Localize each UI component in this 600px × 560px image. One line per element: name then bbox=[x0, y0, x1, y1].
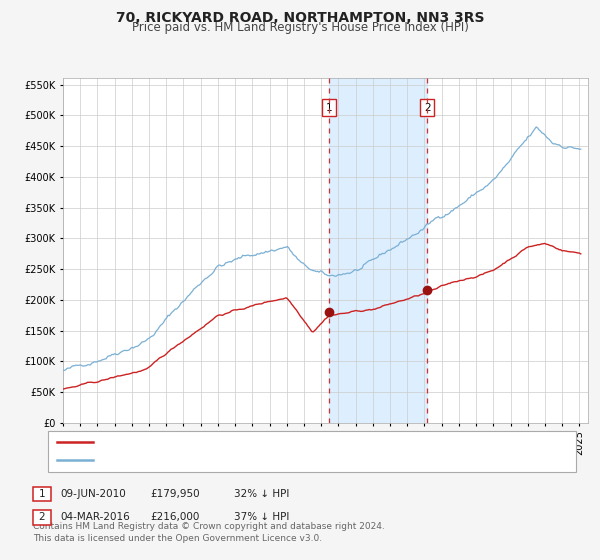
Text: 70, RICKYARD ROAD, NORTHAMPTON, NN3 3RS (detached house): 70, RICKYARD ROAD, NORTHAMPTON, NN3 3RS … bbox=[99, 437, 439, 447]
Bar bbox=[329, 78, 427, 423]
Text: 32% ↓ HPI: 32% ↓ HPI bbox=[234, 489, 289, 499]
Text: £216,000: £216,000 bbox=[150, 512, 199, 522]
Text: 1: 1 bbox=[325, 102, 332, 113]
Text: Contains HM Land Registry data © Crown copyright and database right 2024.
This d: Contains HM Land Registry data © Crown c… bbox=[33, 522, 385, 543]
Text: 37% ↓ HPI: 37% ↓ HPI bbox=[234, 512, 289, 522]
Text: 1: 1 bbox=[38, 489, 46, 499]
Text: 70, RICKYARD ROAD, NORTHAMPTON, NN3 3RS: 70, RICKYARD ROAD, NORTHAMPTON, NN3 3RS bbox=[116, 11, 484, 25]
Text: 2: 2 bbox=[38, 512, 46, 522]
Text: HPI: Average price, detached house, West Northamptonshire: HPI: Average price, detached house, West… bbox=[99, 455, 416, 465]
Text: 09-JUN-2010: 09-JUN-2010 bbox=[60, 489, 126, 499]
Text: £179,950: £179,950 bbox=[150, 489, 200, 499]
Text: 04-MAR-2016: 04-MAR-2016 bbox=[60, 512, 130, 522]
Text: 2: 2 bbox=[424, 102, 431, 113]
Text: Price paid vs. HM Land Registry's House Price Index (HPI): Price paid vs. HM Land Registry's House … bbox=[131, 21, 469, 35]
